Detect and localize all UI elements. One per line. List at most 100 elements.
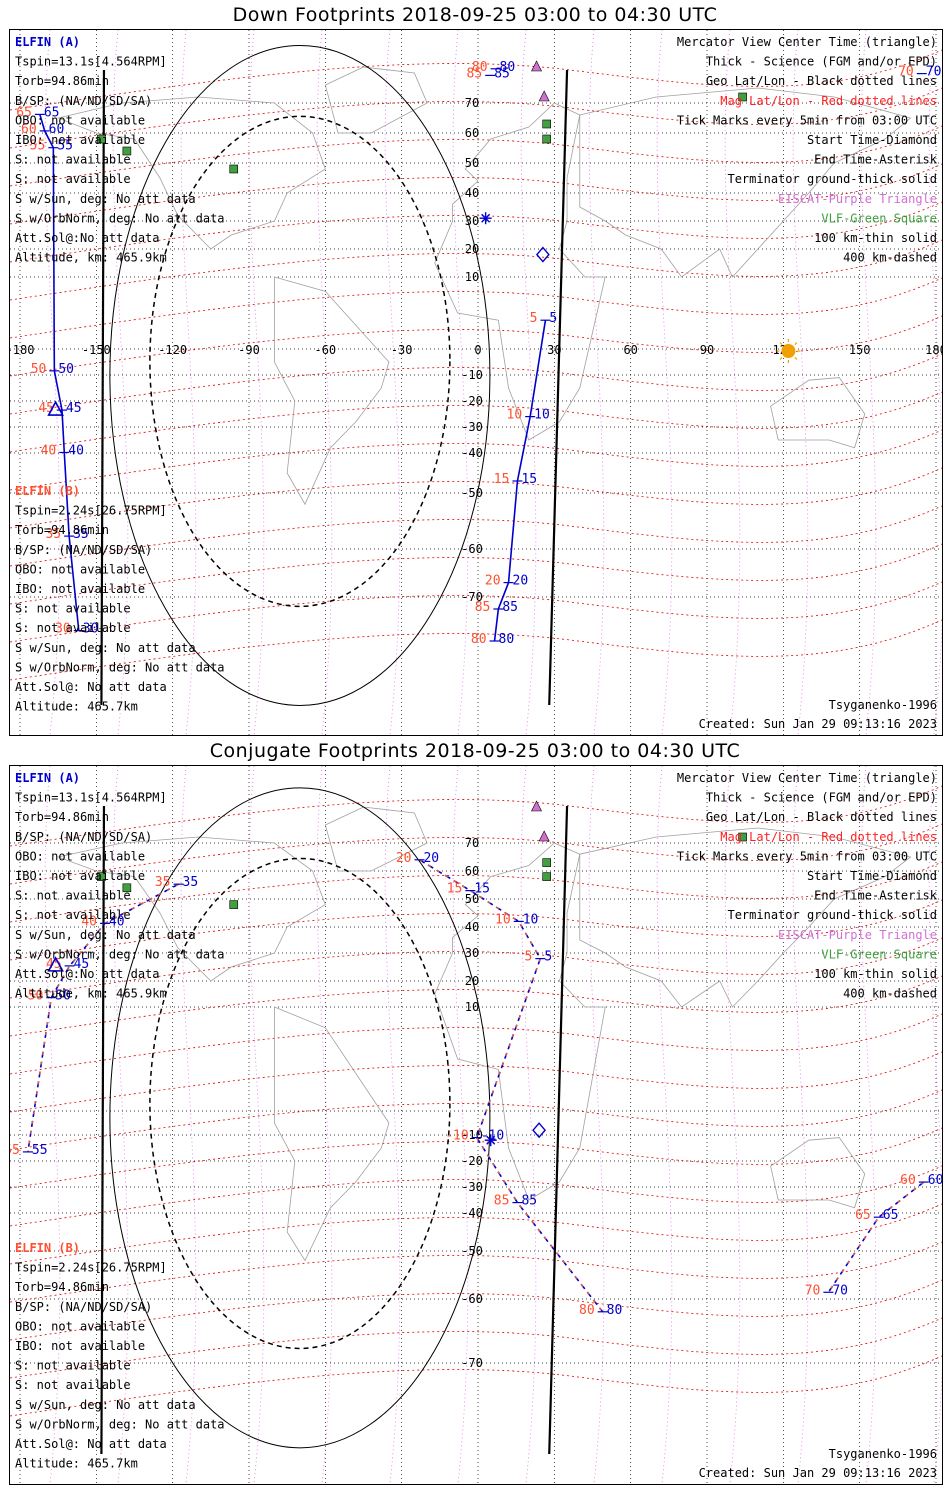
lat-tick-label: -70 xyxy=(461,1356,483,1370)
mag-meridian xyxy=(316,30,333,735)
legend-a-line: Att.Sol@:No att data xyxy=(15,231,160,245)
end-asterisk xyxy=(481,213,491,223)
terminator-line xyxy=(100,805,106,1455)
legend-a-line: Altitude, km: 465.9km xyxy=(15,987,167,1001)
elfin-b-tick-label-mag: -10 xyxy=(445,1129,468,1144)
mag-grid xyxy=(10,30,942,735)
elfin-a-tick-label-mag: 65 xyxy=(855,1208,871,1223)
legend-b-line: S: not available xyxy=(15,621,131,635)
mag-parallel xyxy=(10,391,942,453)
elfin-b-tick-label-mag: 85 xyxy=(494,1194,510,1209)
mag-meridian xyxy=(656,766,673,1484)
mag-parallel xyxy=(10,1355,942,1417)
lat-tick-label: 30 xyxy=(465,946,479,960)
coverage-100km xyxy=(109,787,491,1449)
elfin-b-tick-label-mag: 5 xyxy=(530,311,538,326)
elfin-a-tick-label-mag: 60 xyxy=(900,1173,916,1188)
vlf-station-square xyxy=(229,164,239,174)
elfin-b-track xyxy=(493,320,547,642)
mag-parallel xyxy=(10,823,942,885)
mag-parallel xyxy=(10,1279,942,1341)
mag-meridian xyxy=(792,766,809,1484)
mag-meridian xyxy=(928,766,942,1484)
mag-parallel xyxy=(10,861,942,923)
legend-right-line: 400 km-dashed xyxy=(843,251,937,265)
mag-parallel xyxy=(10,163,942,225)
mag-meridian xyxy=(588,30,605,735)
mag-meridian xyxy=(248,766,265,1484)
elfin-b-tick-label-geo: 80 xyxy=(499,632,515,647)
mag-meridian xyxy=(520,766,537,1484)
legend-left-b: ELFIN (B) Tspin=2.24s[26.75RPM] Torb=94.86… xyxy=(15,484,225,714)
landmass xyxy=(274,1006,390,1262)
mag-meridian xyxy=(656,30,673,735)
mag-parallel xyxy=(10,505,942,567)
legend-a-line: Tspin=13.1s[4.564RPM] xyxy=(15,55,167,69)
elfin-a-tick-label-geo: 40 xyxy=(109,914,125,929)
elfin-a-tick-label-geo: 60 xyxy=(49,122,65,137)
created-label: Created: Sun Jan 29 09:13:16 2023 xyxy=(699,1466,937,1480)
sun-ray xyxy=(794,342,798,346)
vlf-station-square xyxy=(122,883,132,893)
legend-b-line: IBO: not available xyxy=(15,582,145,596)
elfin-b-tick-label-mag: 10 xyxy=(495,912,511,927)
lat-tick-label: 60 xyxy=(465,126,479,140)
legend-b-line: Att.Sol@: No att data xyxy=(15,1437,167,1451)
legend-right-line: Geo Lat/Lon - Black dotted lines xyxy=(706,810,937,824)
elfin-a-tick-label-geo: 65 xyxy=(883,1208,899,1223)
vlf-station-square xyxy=(122,146,132,156)
vlf-station-square xyxy=(97,872,106,881)
legend-b-line: Torb=94.86min xyxy=(15,1280,109,1294)
elfin-b-tick-label-geo: 85 xyxy=(521,1194,537,1209)
terminator-line xyxy=(100,69,106,706)
elfin-a-track xyxy=(27,883,179,1153)
geo-grid xyxy=(10,766,942,1484)
elfin-b-tick-label-mag: 85 xyxy=(475,600,491,615)
mag-parallel xyxy=(10,1089,942,1151)
mag-parallel xyxy=(10,49,942,111)
lon-tick-label: -180 xyxy=(10,343,34,357)
landmass xyxy=(274,276,390,506)
elfin-a-tick-label-geo: 55 xyxy=(57,139,73,154)
elfin-a-tick-label-mag: 40 xyxy=(41,443,57,458)
end-asterisk xyxy=(486,1135,496,1145)
legend-a-line: Torb=94.86min xyxy=(15,74,109,88)
elfin-b-tick-label-geo: 85 xyxy=(502,600,518,615)
sun-ray xyxy=(794,356,798,360)
legend-b-line: B/SP: (NA/ND/SD/SA) xyxy=(15,543,152,557)
elfin-b-tick-label-mag: 5 xyxy=(525,950,533,965)
mag-parallel xyxy=(10,1051,942,1113)
legend-b-line: S: not available xyxy=(15,1378,131,1392)
legend-right-line: Mag Lat/Lon - Red dotted lines xyxy=(720,830,937,844)
elfin-b-tick-label-geo: 5 xyxy=(549,311,557,326)
lat-tick-label: 30 xyxy=(465,214,479,228)
elfin-a-tick-label-geo: 65 xyxy=(44,105,60,120)
lat-tick-label: -70 xyxy=(461,590,483,604)
lon-tick-label: -150 xyxy=(82,343,111,357)
lat-tick-label: 40 xyxy=(465,920,479,934)
legend-right-line: Start Time-Diamond xyxy=(807,869,937,883)
lat-tick-label: -60 xyxy=(461,542,483,556)
bottom-footprint-map: -180-150-120-90-60-300306090120150180706… xyxy=(10,766,942,1484)
elfin-a-tick-label-geo: 70 xyxy=(926,65,942,80)
legend-a-line: S w/OrbNorm, deg: No att data xyxy=(15,947,225,961)
lon-tick-label: 0 xyxy=(474,343,481,357)
mag-meridian xyxy=(44,766,61,1484)
legend-right-line: VLF-Green Square xyxy=(821,947,937,961)
axis-labels: -180-150-120-90-60-300306090120150180706… xyxy=(461,836,483,1370)
landmass xyxy=(56,836,326,982)
legend-left-a: ELFIN (A) Tspin=13.1s[4.564RPM] Torb=94.86… xyxy=(15,35,225,265)
mag-parallel xyxy=(10,315,942,377)
mag-parallel xyxy=(10,619,942,681)
legend-a-line: Torb=94.86min xyxy=(15,810,109,824)
vlf-station-square xyxy=(542,858,552,867)
elfin-a-tick-label-geo: 85 xyxy=(494,66,510,81)
elfin-b-tick-label-mag: 15 xyxy=(447,882,463,897)
elfin-a-tick-label-geo: 35 xyxy=(73,527,89,542)
mag-meridian xyxy=(248,30,265,735)
elfin-a-tick-label-mag: 55 xyxy=(30,139,46,154)
elfin-a-track xyxy=(39,114,80,631)
legend-a-line: OBO: not available xyxy=(15,113,145,127)
landmass xyxy=(579,827,912,1008)
legend-left-a: ELFIN (A) Tspin=13.1s[4.564RPM] Torb=94.86… xyxy=(15,771,225,1001)
